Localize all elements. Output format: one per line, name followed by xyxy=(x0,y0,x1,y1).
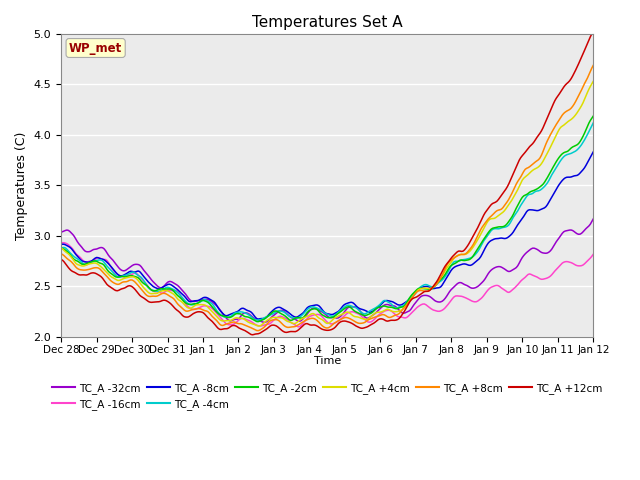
TC_A -4cm xyxy=(291,315,299,321)
TC_A -2cm xyxy=(216,312,223,318)
TC_A -16cm xyxy=(563,259,570,264)
TC_A +12cm xyxy=(122,284,130,290)
TC_A -4cm xyxy=(561,153,569,158)
TC_A +8cm xyxy=(216,321,223,327)
TC_A +4cm xyxy=(561,121,569,127)
TC_A +12cm xyxy=(248,332,256,337)
Line: TC_A -32cm: TC_A -32cm xyxy=(61,219,593,323)
TC_A +8cm xyxy=(255,328,262,334)
TC_A +12cm xyxy=(243,328,250,334)
TC_A -16cm xyxy=(294,324,302,330)
TC_A +8cm xyxy=(234,321,241,326)
TC_A -32cm xyxy=(122,267,130,273)
TC_A -4cm xyxy=(57,245,65,251)
TC_A -16cm xyxy=(244,317,252,323)
TC_A -8cm xyxy=(243,307,250,313)
TC_A +12cm xyxy=(589,28,597,34)
TC_A -2cm xyxy=(57,245,65,251)
TC_A +4cm xyxy=(589,78,597,84)
Line: TC_A +4cm: TC_A +4cm xyxy=(61,81,593,326)
TC_A +4cm xyxy=(291,321,299,326)
TC_A -2cm xyxy=(589,113,597,119)
TC_A -4cm xyxy=(589,120,597,125)
TC_A -8cm xyxy=(561,175,569,181)
TC_A -8cm xyxy=(216,307,223,313)
TC_A +4cm xyxy=(234,315,241,321)
TC_A -4cm xyxy=(253,317,260,323)
TC_A +8cm xyxy=(57,251,65,257)
TC_A -16cm xyxy=(218,315,225,321)
Line: TC_A -16cm: TC_A -16cm xyxy=(61,243,593,327)
TC_A +4cm xyxy=(216,317,223,323)
TC_A -8cm xyxy=(255,316,262,322)
Title: Temperatures Set A: Temperatures Set A xyxy=(252,15,403,30)
TC_A -4cm xyxy=(243,311,250,316)
Y-axis label: Temperatures (C): Temperatures (C) xyxy=(15,131,28,240)
TC_A -2cm xyxy=(122,274,130,280)
TC_A -16cm xyxy=(589,251,597,257)
TC_A -32cm xyxy=(260,320,268,325)
Line: TC_A +12cm: TC_A +12cm xyxy=(61,31,593,335)
TC_A +12cm xyxy=(234,324,241,330)
TC_A +12cm xyxy=(561,82,569,88)
Line: TC_A -8cm: TC_A -8cm xyxy=(61,152,593,319)
Line: TC_A -2cm: TC_A -2cm xyxy=(61,116,593,322)
TC_A -16cm xyxy=(57,240,65,246)
TC_A +4cm xyxy=(243,318,250,324)
TC_A -16cm xyxy=(124,273,132,278)
TC_A -2cm xyxy=(234,311,241,316)
TC_A +12cm xyxy=(291,329,299,335)
TC_A -2cm xyxy=(561,149,569,155)
TC_A +8cm xyxy=(243,323,250,329)
Line: TC_A -4cm: TC_A -4cm xyxy=(61,122,593,320)
TC_A -32cm xyxy=(589,216,597,222)
TC_A +4cm xyxy=(122,275,130,281)
TC_A -16cm xyxy=(59,240,67,246)
TC_A -8cm xyxy=(589,149,597,155)
X-axis label: Time: Time xyxy=(314,356,341,366)
TC_A -4cm xyxy=(234,310,241,315)
TC_A -2cm xyxy=(255,319,262,324)
TC_A -32cm xyxy=(216,307,223,312)
TC_A -4cm xyxy=(216,311,223,317)
TC_A +8cm xyxy=(122,279,130,285)
TC_A -4cm xyxy=(122,272,130,278)
TC_A +4cm xyxy=(255,323,262,329)
TC_A -32cm xyxy=(57,229,65,235)
TC_A +8cm xyxy=(561,109,569,115)
TC_A -32cm xyxy=(561,228,569,234)
TC_A -32cm xyxy=(243,310,250,316)
TC_A -8cm xyxy=(122,271,130,276)
TC_A -2cm xyxy=(243,314,250,320)
TC_A +4cm xyxy=(57,245,65,251)
TC_A -32cm xyxy=(234,316,241,322)
TC_A -8cm xyxy=(234,309,241,314)
TC_A -32cm xyxy=(291,316,299,322)
Legend: TC_A -32cm, TC_A -16cm, TC_A -8cm, TC_A -4cm, TC_A -2cm, TC_A +4cm, TC_A +8cm, T: TC_A -32cm, TC_A -16cm, TC_A -8cm, TC_A … xyxy=(47,378,607,414)
TC_A +8cm xyxy=(291,324,299,329)
TC_A +12cm xyxy=(216,326,223,332)
TC_A -2cm xyxy=(291,315,299,321)
Line: TC_A +8cm: TC_A +8cm xyxy=(61,65,593,331)
TC_A -16cm xyxy=(291,322,299,328)
TC_A +8cm xyxy=(589,62,597,68)
Text: WP_met: WP_met xyxy=(69,41,122,55)
TC_A -8cm xyxy=(291,314,299,320)
TC_A -16cm xyxy=(235,317,243,323)
TC_A -8cm xyxy=(57,241,65,247)
TC_A +12cm xyxy=(57,256,65,262)
